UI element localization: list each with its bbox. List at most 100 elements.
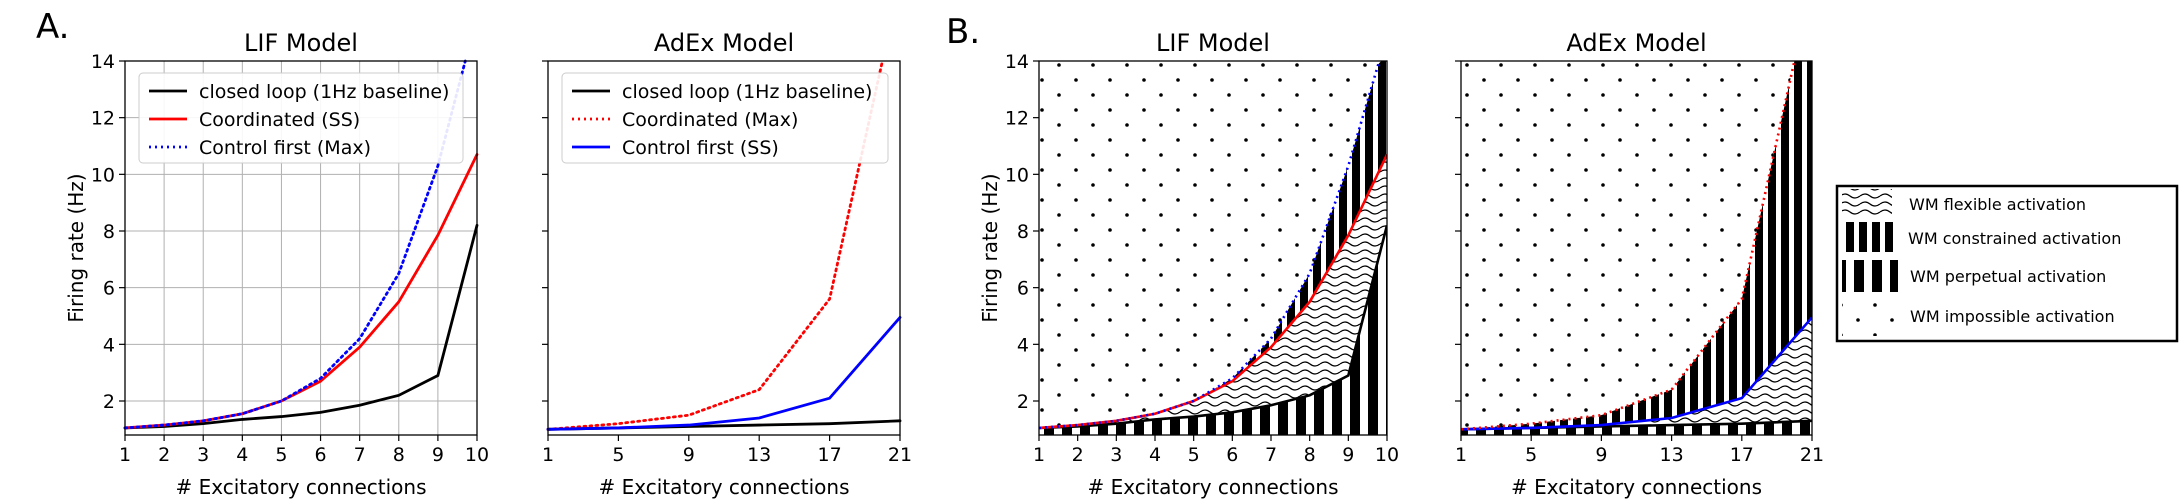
series-line-2 xyxy=(546,316,902,431)
y-tick-label: 2 xyxy=(103,391,115,413)
x-tick-label: 13 xyxy=(747,444,771,466)
x-tick-label: 3 xyxy=(1110,444,1122,466)
region-legend-label-1: WM constrained activation xyxy=(1908,229,2121,248)
y-tick-label: 8 xyxy=(103,221,115,243)
x-axis-label: # Excitatory connections xyxy=(176,475,427,499)
x-tick-label: 1 xyxy=(542,444,554,466)
x-tick-label: 9 xyxy=(1595,444,1607,466)
chart-a-lif: LIF Model # Excitatory connections Firing … xyxy=(64,29,489,499)
region-perpetual xyxy=(1039,225,1387,435)
x-tick-label: 6 xyxy=(1226,444,1238,466)
x-tick-label: 4 xyxy=(1149,444,1161,466)
x-axis-label: # Excitatory connections xyxy=(1511,475,1762,499)
x-tick-label: 7 xyxy=(354,444,366,466)
boundary-closed-loop xyxy=(1039,225,1387,430)
region-flexible xyxy=(1461,317,1812,430)
legend-frame xyxy=(561,72,889,164)
x-tick-label: 9 xyxy=(683,444,695,466)
region-legend: WM flexible activation WM constrained ac… xyxy=(1835,184,2179,343)
boundary-coordinated xyxy=(1461,316,1812,431)
legend-label-2: Control first (Max) xyxy=(199,137,371,159)
region-flexible xyxy=(1039,154,1387,428)
x-tick-label: 9 xyxy=(432,444,444,466)
x-tick-label: 1 xyxy=(1033,444,1045,466)
boundary-max xyxy=(1039,61,1381,430)
chart-title: LIF Model xyxy=(244,29,358,57)
series-line-0 xyxy=(123,223,479,430)
boundary-coordinated xyxy=(1039,153,1387,430)
swatch-thick-bars xyxy=(1842,260,1898,292)
x-tick-label: 5 xyxy=(612,444,624,466)
legend-label-2: Control first (SS) xyxy=(622,137,779,159)
legend-label-1: Coordinated (SS) xyxy=(199,109,360,131)
y-tick-label: 6 xyxy=(1017,278,1029,300)
swatch-dots xyxy=(1842,300,1898,336)
y-tick-label: 12 xyxy=(1005,108,1029,130)
chart-b-lif: LIF Model # Excitatory connections Firing … xyxy=(978,29,1399,499)
series-line-1 xyxy=(123,153,479,430)
x-tick-label: 8 xyxy=(393,444,405,466)
y-tick-label: 2 xyxy=(1017,391,1029,413)
axes-frame xyxy=(1460,60,1813,436)
x-tick-label: 21 xyxy=(888,444,912,466)
x-tick-label: 5 xyxy=(1525,444,1537,466)
y-tick-label: 14 xyxy=(1005,51,1029,73)
x-tick-label: 3 xyxy=(197,444,209,466)
x-tick-label: 6 xyxy=(315,444,327,466)
region-legend-label-0: WM flexible activation xyxy=(1909,195,2086,214)
y-tick-label: 10 xyxy=(1005,164,1029,186)
chart-title: AdEx Model xyxy=(654,29,794,57)
region-legend-label-3: WM impossible activation xyxy=(1910,307,2115,326)
x-tick-label: 4 xyxy=(236,444,248,466)
x-tick-label: 7 xyxy=(1265,444,1277,466)
x-tick-label: 21 xyxy=(1800,444,1824,466)
legend-label-0: closed loop (1Hz baseline) xyxy=(622,81,872,103)
x-tick-label: 13 xyxy=(1660,444,1684,466)
chart-title: LIF Model xyxy=(1156,29,1270,57)
legend-label-1: Coordinated (Max) xyxy=(622,109,798,131)
x-tick-label: 10 xyxy=(465,444,489,466)
y-axis-label: Firing rate (Hz) xyxy=(64,173,88,322)
plot-area xyxy=(1039,61,1387,435)
panel-label-a: A. xyxy=(36,7,69,47)
x-tick-label: 2 xyxy=(1072,444,1084,466)
x-tick-label: 1 xyxy=(119,444,131,466)
panel-label-b: B. xyxy=(946,12,980,52)
x-axis-label: # Excitatory connections xyxy=(1088,475,1339,499)
series-line-1 xyxy=(546,59,884,431)
region-impossible xyxy=(1461,61,1812,430)
plot-area xyxy=(1461,61,1812,435)
axes-frame xyxy=(1038,60,1388,436)
x-tick-label: 5 xyxy=(1188,444,1200,466)
y-tick-label: 6 xyxy=(103,278,115,300)
x-axis-label: # Excitatory connections xyxy=(599,475,850,499)
x-tick-label: 17 xyxy=(818,444,842,466)
swatch-waves xyxy=(1842,189,1892,217)
legend-frame xyxy=(138,72,464,164)
x-tick-label: 2 xyxy=(158,444,170,466)
region-impossible xyxy=(1039,61,1387,428)
y-tick-label: 10 xyxy=(91,164,115,186)
legend-label-0: closed loop (1Hz baseline) xyxy=(199,81,449,103)
chart-title: AdEx Model xyxy=(1566,29,1706,57)
x-tick-label: 1 xyxy=(1455,444,1467,466)
x-tick-label: 10 xyxy=(1375,444,1399,466)
x-tick-label: 8 xyxy=(1304,444,1316,466)
region-constrained xyxy=(1461,61,1812,430)
y-axis-label: Firing rate (Hz) xyxy=(978,173,1002,322)
chart-b-adex: AdEx Model # Excitatory connections 1 5 9 13 1… xyxy=(1455,29,1824,499)
y-tick-label: 12 xyxy=(91,108,115,130)
chart-a-adex: AdEx Model # Excitatory connections 1 5 9 13 1… xyxy=(542,29,912,499)
x-tick-label: 17 xyxy=(1730,444,1754,466)
x-tick-label: 9 xyxy=(1342,444,1354,466)
y-tick-label: 14 xyxy=(91,51,115,73)
swatch-bars xyxy=(1842,222,1898,252)
y-tick-label: 8 xyxy=(1017,221,1029,243)
axes-frame xyxy=(547,60,901,436)
region-legend-label-2: WM perpetual activation xyxy=(1910,267,2106,286)
series-line-2 xyxy=(123,59,467,430)
x-tick-label: 5 xyxy=(275,444,287,466)
y-tick-label: 4 xyxy=(1017,334,1029,356)
axes-frame xyxy=(124,60,478,436)
